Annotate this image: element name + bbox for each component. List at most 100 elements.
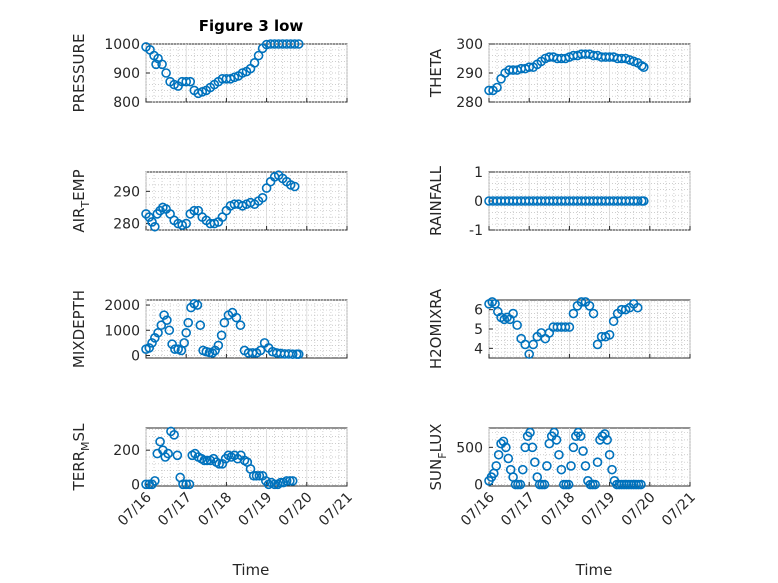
xtick-label: 07/20 xyxy=(619,490,659,530)
ytick-label: 290 xyxy=(113,184,140,200)
data-point xyxy=(566,461,576,471)
data-point xyxy=(181,479,191,490)
data-point xyxy=(231,312,242,323)
data-point xyxy=(524,349,535,359)
data-point xyxy=(560,322,571,332)
ytick-label: 280 xyxy=(113,217,140,233)
data-point xyxy=(568,308,579,319)
xtick-label: 07/20 xyxy=(276,490,316,530)
panel-6: 0 200 07/16 07/17 07/18 07/19 07/20 07/21 TERRMS… xyxy=(70,423,356,529)
data-point xyxy=(491,461,502,471)
xtick-label: 07/18 xyxy=(538,490,578,530)
ylabel-0: PRESSURE xyxy=(70,34,88,113)
data-point xyxy=(170,344,180,354)
ytick-label: 900 xyxy=(113,66,140,82)
data-point xyxy=(293,349,304,360)
data-point xyxy=(556,464,567,475)
data-point xyxy=(144,343,155,353)
ylabel-5: H2OMIXRA xyxy=(427,288,445,369)
data-point xyxy=(576,297,587,307)
data-point xyxy=(192,300,203,310)
data-point xyxy=(199,455,210,466)
data-point xyxy=(568,442,579,453)
xtick-label: 07/19 xyxy=(579,490,619,530)
data-point xyxy=(178,479,188,490)
data-point xyxy=(189,205,200,216)
data-point xyxy=(181,76,191,87)
panel-5: 4 5 6 H2OMIXRA xyxy=(427,288,691,369)
data-point xyxy=(153,327,163,338)
data-point xyxy=(528,339,539,350)
data-point xyxy=(515,479,526,490)
data-point xyxy=(181,218,191,229)
ytick-label: 2000 xyxy=(104,298,140,314)
data-point xyxy=(551,435,562,445)
data-point xyxy=(525,427,535,438)
data-point xyxy=(530,457,540,468)
data-point xyxy=(592,339,603,350)
ytick-label: 280 xyxy=(456,95,483,111)
xtick-label: 07/21 xyxy=(316,490,356,530)
data-point xyxy=(235,320,246,331)
data-point xyxy=(195,320,206,331)
data-point xyxy=(563,479,574,490)
data-point xyxy=(542,461,552,471)
panel-1: 280 290 300 THETA xyxy=(427,37,691,111)
data-point xyxy=(159,310,169,320)
data-point xyxy=(257,192,268,203)
xlabel-left: Time xyxy=(232,561,270,579)
ytick-label: 0 xyxy=(474,194,483,210)
ylabel-4: MIXDEPTH xyxy=(70,290,88,368)
xtick-label: 07/16 xyxy=(458,489,498,529)
ytick-label: 300 xyxy=(456,37,483,53)
data-point xyxy=(580,461,591,471)
data-point xyxy=(285,476,295,486)
panel-0: 800 900 1000 PRESSURE xyxy=(70,34,348,113)
data-point xyxy=(164,325,175,336)
data-point xyxy=(248,470,259,481)
panel-3: -1 0 1 RAINFALL xyxy=(427,165,691,239)
data-point xyxy=(216,330,227,341)
data-point xyxy=(517,464,528,475)
data-point xyxy=(214,459,224,469)
data-point xyxy=(588,308,599,319)
data-point xyxy=(527,442,538,453)
data-point xyxy=(161,68,171,78)
data-point xyxy=(501,442,511,453)
data-point xyxy=(169,430,179,440)
data-point xyxy=(632,302,643,313)
data-point xyxy=(275,477,286,488)
data-point xyxy=(202,455,212,466)
ytick-label: 500 xyxy=(456,440,483,456)
data-point xyxy=(484,85,494,96)
data-point xyxy=(157,59,167,70)
panel-7: 0 500 07/16 07/17 07/18 07/19 07/20 07/21 SUNFLU… xyxy=(427,424,699,530)
ytick-label: 0 xyxy=(131,348,140,364)
data-point xyxy=(151,59,161,70)
data-point xyxy=(590,479,600,490)
data-point xyxy=(636,479,646,490)
data-point xyxy=(578,446,588,456)
ylabel-3: RAINFALL xyxy=(427,165,445,236)
data-point xyxy=(539,479,550,490)
data-point xyxy=(503,453,514,464)
data-point xyxy=(564,322,575,332)
ytick-label: 1000 xyxy=(104,37,140,53)
data-point xyxy=(592,457,603,468)
data-point xyxy=(289,181,300,192)
ytick-label: 1 xyxy=(474,165,483,181)
data-point xyxy=(181,327,191,338)
xtick-label: 07/18 xyxy=(195,490,235,530)
ytick-label: 0 xyxy=(131,477,140,493)
data-point xyxy=(508,308,518,319)
data-point xyxy=(575,431,586,441)
data-point xyxy=(512,320,522,330)
ytick-label: -1 xyxy=(469,223,483,239)
data-point xyxy=(584,300,595,311)
data-point xyxy=(493,449,504,460)
data-point xyxy=(150,476,160,486)
data-point xyxy=(638,196,649,206)
data-point xyxy=(163,448,173,459)
data-point xyxy=(207,348,218,358)
